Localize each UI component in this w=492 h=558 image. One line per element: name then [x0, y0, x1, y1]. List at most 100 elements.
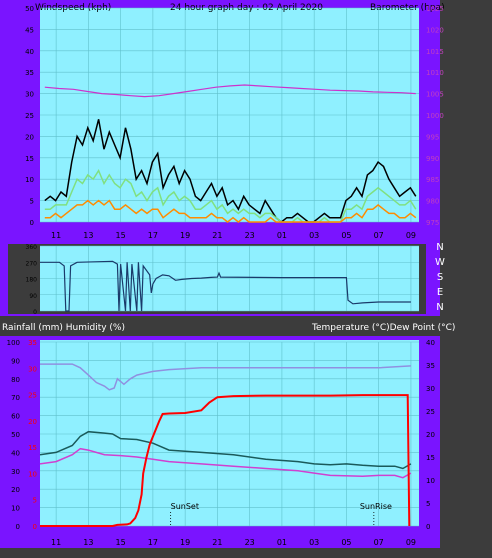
thermo-right-tick: 25	[426, 408, 435, 416]
thermo-left-tick: 20	[11, 486, 20, 494]
thermo-right-ticks: 0 5 10 15 20 25 30 35 40	[426, 339, 435, 531]
wind-x-tick: 21	[212, 231, 222, 240]
thermo-right-tick: 15	[426, 454, 435, 462]
wind-left-tick: 25	[25, 112, 34, 120]
wind-x-tick: 07	[374, 231, 384, 240]
rain-tick: 20	[28, 418, 37, 426]
wind-x-tick: 03	[309, 231, 319, 240]
wind-left-tick: 20	[25, 133, 34, 141]
wind-x-tick: 23	[245, 231, 255, 240]
wind-right-tick: 985	[426, 176, 439, 184]
thermo-right-tick: 10	[426, 477, 435, 485]
direction-left-tick: 360	[26, 244, 38, 251]
wind-x-tick: 05	[341, 231, 351, 240]
wind-left-tick: 5	[30, 198, 34, 206]
direction-left-ticks: 360 270 180 90 0	[26, 244, 38, 316]
direction-left-tick: 270	[26, 260, 38, 267]
thermo-left-tick: 70	[11, 394, 20, 402]
wind-right-tick: 1015	[426, 48, 444, 56]
thermo-right-axis-label: Temperature (°C)Dew Point (°C)	[311, 323, 455, 333]
compass-letter: N	[436, 302, 443, 313]
thermo-x-tick: 07	[374, 538, 384, 547]
series-wind-direction	[40, 260, 411, 312]
rain-tick: 10	[28, 470, 37, 478]
thermo-x-tick: 13	[83, 538, 93, 547]
thermo-x-tick: 03	[309, 538, 319, 547]
series-dew-point	[39, 447, 412, 479]
thermo-x-ticks: 11 13 15 17 19 21 23 01 03 05 07 09	[51, 538, 416, 547]
rain-tick: 35	[28, 339, 37, 347]
wind-right-tick: 1025	[426, 5, 444, 13]
thermo-x-tick: 05	[341, 538, 351, 547]
direction-left-tick: 0	[33, 309, 37, 316]
wind-x-tick: 15	[116, 231, 126, 240]
wind-grid	[40, 7, 419, 223]
direction-left-tick: 90	[29, 293, 37, 300]
wind-left-tick: 35	[25, 69, 34, 77]
rain-ticks: 0 5 10 15 20 25 30 35	[28, 339, 37, 531]
wind-left-tick: 15	[25, 155, 34, 163]
wind-x-tick: 09	[406, 231, 416, 240]
wind-series	[44, 84, 417, 223]
compass-letter: N	[436, 242, 443, 253]
thermo-left-tick: 60	[11, 413, 20, 421]
thermo-left-axis-label: Rainfall (mm) Humidity (%)	[2, 323, 125, 333]
wind-right-tick: 1020	[426, 26, 444, 34]
series-windspeed-gust	[44, 119, 417, 223]
thermo-left-tick: 90	[11, 357, 20, 365]
sun-annotations: SunSet SunRise	[170, 502, 392, 526]
wind-right-tick: 980	[426, 198, 439, 206]
thermo-right-tick: 5	[426, 500, 430, 508]
series-rainfall	[40, 394, 411, 527]
thermo-x-tick: 21	[212, 538, 222, 547]
direction-series	[40, 260, 411, 312]
wind-right-tick: 1000	[426, 112, 444, 120]
thermo-left-tick: 40	[11, 449, 20, 457]
rain-tick: 25	[28, 392, 37, 400]
wind-right-tick: 1005	[426, 91, 444, 99]
sun-marker-label: SunRise	[360, 502, 392, 511]
thermo-x-tick: 17	[148, 538, 158, 547]
rain-tick: 15	[28, 444, 37, 452]
thermo-x-tick: 15	[116, 538, 126, 547]
thermo-series	[39, 363, 412, 527]
thermo-left-tick: 100	[7, 339, 20, 347]
series-humidity	[40, 363, 411, 391]
sun-marker-label: SunSet	[171, 502, 199, 511]
wind-left-tick: 45	[25, 26, 34, 34]
rain-tick: 5	[33, 497, 37, 505]
wind-left-tick: 30	[25, 91, 34, 99]
thermo-x-tick: 19	[180, 538, 190, 547]
thermo-right-tick: 40	[426, 339, 435, 347]
wind-x-tick: 19	[180, 231, 190, 240]
series-windspeed-avg	[44, 168, 417, 223]
rain-tick: 30	[28, 365, 37, 373]
thermo-left-tick: 0	[16, 523, 20, 531]
wind-x-tick: 01	[277, 231, 287, 240]
direction-grid	[40, 245, 419, 312]
wind-left-tick: 0	[30, 219, 34, 227]
wind-x-tick: 13	[83, 231, 93, 240]
series-temperature	[39, 430, 412, 470]
thermo-left-tick: 30	[11, 468, 20, 476]
wind-left-tick: 50	[25, 5, 34, 13]
thermo-right-tick: 30	[426, 385, 435, 393]
thermo-right-tick: 0	[426, 523, 430, 531]
wind-right-tick: 1010	[426, 69, 444, 77]
wind-right-tick: 990	[426, 155, 439, 163]
thermo-x-tick: 11	[51, 538, 61, 547]
series-barometer	[44, 84, 416, 98]
wind-left-tick: 40	[25, 48, 34, 56]
compass-letter: E	[437, 287, 443, 298]
thermo-left-tick: 10	[11, 505, 20, 513]
wind-x-tick: 11	[51, 231, 61, 240]
thermo-x-tick: 01	[277, 538, 287, 547]
compass-letter: W	[435, 257, 445, 268]
thermo-left-tick: 50	[11, 431, 20, 439]
rain-tick: 0	[33, 523, 37, 531]
thermo-right-tick: 35	[426, 362, 435, 370]
wind-left-ticks: 0 5 10 15 20 25 30 35 40 45 50	[25, 5, 34, 227]
thermo-x-tick: 09	[406, 538, 416, 547]
